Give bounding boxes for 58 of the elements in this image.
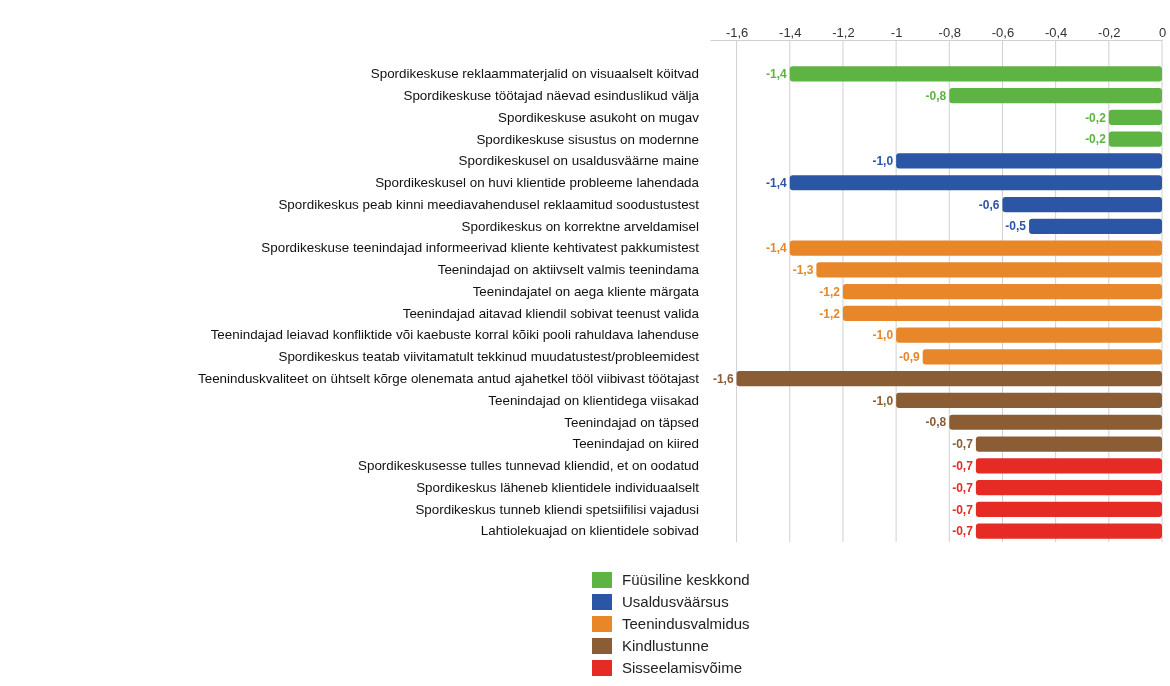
x-tick-label: -0,2 (1098, 25, 1121, 40)
data-label: -1,4 (766, 175, 788, 190)
data-label: -1,0 (872, 393, 894, 408)
x-tick-label: -1 (890, 25, 903, 40)
y-tick-label: Spordikeskuse reklaammaterjalid on visuaalselt köitvad (370, 66, 699, 82)
y-tick-label: Spordikeskusesse tulles tunnevad kliendid, et on oodatud (358, 458, 699, 474)
y-tick-label: Spordikeskusel on huvi klientide probleeme lahendada (375, 175, 700, 191)
legend-label: Teenindusvalmidus (622, 615, 750, 633)
y-tick-label: Teenindajad on täpsed (564, 414, 699, 430)
x-tick-label: -1,2 (832, 25, 855, 40)
data-label: -0,7 (952, 524, 974, 539)
y-tick-label: Teenindajad on aktiivselt valmis teenindama (437, 262, 700, 278)
y-tick-label: Teenindajad leiavad konfliktide või kaebuste korral kõiki pooli rahuldava lahenduse (210, 327, 699, 343)
legend-label: Sisseelamisvõime (622, 659, 743, 677)
y-tick-label: Spordikeskus teatab viivitamatult tekkinud muudatustest/probleemidest (278, 349, 700, 365)
y-tick-label: Spordikeskuse teenindajad informeerivad kliente kehtivatest pakkumistest (261, 240, 700, 256)
data-label: -0,8 (925, 88, 947, 103)
data-label: -1,6 (712, 371, 734, 386)
y-tick-label: Spordikeskuse sisustus on modernne (476, 131, 699, 147)
x-tick-label: -1,6 (725, 25, 749, 40)
data-label: -0,7 (952, 459, 974, 473)
data-label: -1,0 (872, 328, 894, 343)
data-label: -0,2 (1085, 132, 1107, 147)
y-tick-label: Teenindajad on klientidega viisakad (488, 392, 699, 408)
data-label: -0,8 (925, 415, 947, 430)
data-label: -1,4 (766, 241, 788, 256)
data-label: -1,0 (872, 154, 894, 169)
y-tick-label: Spordikeskuse töötajad näevad esinduslikud välja (403, 87, 700, 103)
y-tick-label: Teeninduskvaliteet on ühtselt kõrge olenemata antud ajahetkel tööl viibivast töötajast (198, 370, 700, 386)
data-label: -1,4 (766, 67, 788, 82)
data-label: -0,7 (952, 502, 974, 517)
y-tick-label: Teenindajad aitavad kliendil sobivat teenust valida (402, 305, 700, 321)
x-tick-label: -1,4 (779, 25, 802, 40)
data-label: -0,7 (952, 480, 974, 495)
data-label: -0,2 (1085, 110, 1107, 125)
legend-label: Füüsiline keskkond (622, 571, 750, 589)
legend-label: Kindlustunne (622, 637, 709, 655)
x-tick-label: -0,6 (991, 25, 1015, 40)
data-label: -0,6 (978, 197, 1000, 212)
y-tick-label: Spordikeskusel on usaldusväärne maine (458, 153, 699, 169)
y-tick-label: Spordikeskus on korrektne arveldamisel (461, 218, 700, 234)
y-tick-label: Spordikeskuse asukoht on mugav (498, 109, 700, 125)
x-tick-label: -0,4 (1044, 25, 1068, 40)
y-tick-label: Spordikeskus läheneb klientidele individuaalselt (416, 479, 700, 495)
data-label: -0,7 (952, 437, 974, 452)
data-label: -1,3 (792, 263, 814, 278)
y-tick-label: Lahtiolekuajad on klientidele sobivad (480, 523, 699, 539)
data-label: -1,2 (819, 306, 841, 321)
y-tick-label: Spordikeskus tunneb kliendi spetsiifilisi vajadusi (415, 501, 700, 517)
data-label: -1,2 (819, 284, 841, 299)
y-tick-label: Teenindajatel on aega kliente märgata (472, 283, 700, 299)
y-tick-label: Teenindajad on kiired (572, 436, 699, 452)
x-tick-label: -0,8 (938, 25, 961, 40)
data-label: -0,9 (899, 350, 921, 365)
y-tick-label: Spordikeskus peab kinni meediavahendusel reklaamitud soodustustest (278, 196, 700, 212)
data-label: -0,5 (1005, 219, 1027, 234)
x-tick-label: 0 (1158, 25, 1167, 40)
legend-label: Usaldusväärsus (622, 593, 729, 611)
